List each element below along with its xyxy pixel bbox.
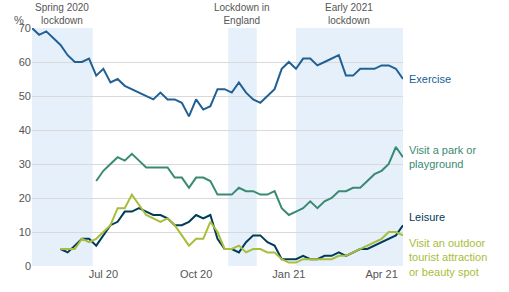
svg-text:Jan 21: Jan 21 — [272, 268, 305, 280]
svg-text:60: 60 — [19, 56, 31, 68]
svg-text:Visit an outdoortourist attrac: Visit an outdoortourist attractionor bea… — [409, 237, 487, 278]
svg-text:Apr 21: Apr 21 — [365, 268, 397, 280]
svg-text:40: 40 — [19, 124, 31, 136]
svg-text:Leisure: Leisure — [409, 211, 445, 223]
svg-text:Jul 20: Jul 20 — [89, 268, 118, 280]
svg-text:0: 0 — [25, 260, 31, 272]
svg-text:Lockdown inEngland: Lockdown inEngland — [214, 2, 270, 26]
svg-text:Exercise: Exercise — [409, 73, 451, 85]
svg-text:Visit a park orplayground: Visit a park orplayground — [409, 144, 476, 170]
svg-text:%: % — [14, 14, 24, 26]
svg-text:70: 70 — [19, 22, 31, 34]
svg-text:Early 2021lockdown: Early 2021lockdown — [325, 2, 373, 26]
svg-text:30: 30 — [19, 158, 31, 170]
svg-text:20: 20 — [19, 192, 31, 204]
svg-text:50: 50 — [19, 90, 31, 102]
svg-text:Spring 2020lockdown: Spring 2020lockdown — [35, 2, 89, 26]
svg-text:Oct 20: Oct 20 — [180, 268, 212, 280]
svg-text:10: 10 — [19, 226, 31, 238]
